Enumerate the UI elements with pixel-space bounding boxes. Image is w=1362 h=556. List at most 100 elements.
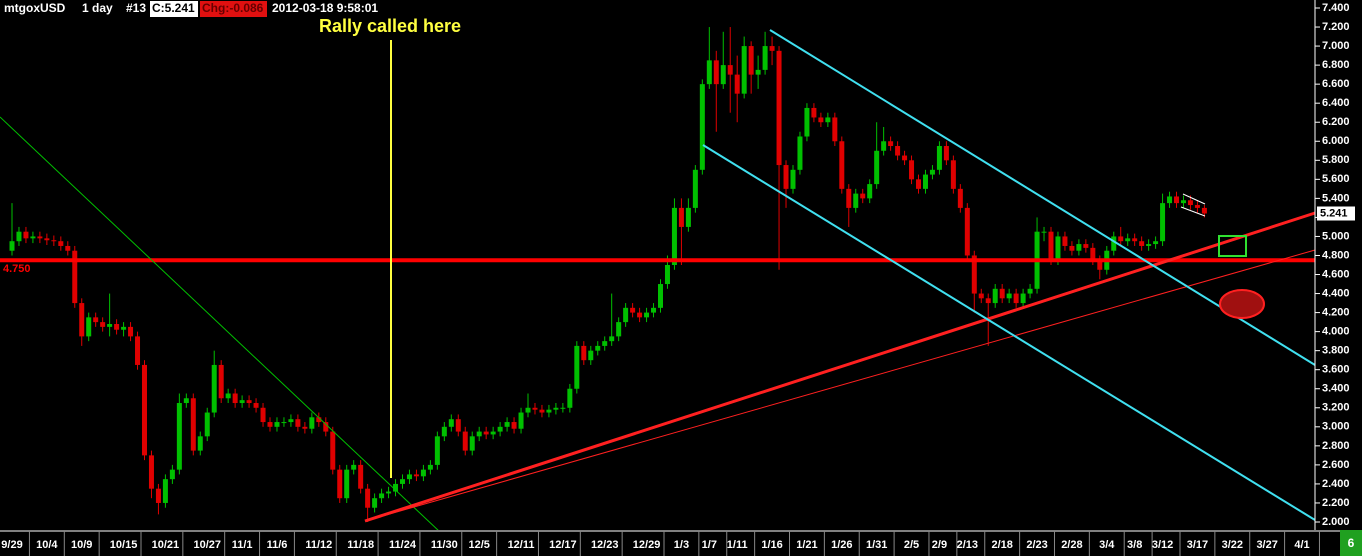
candle-body (553, 407, 559, 410)
y-tick-label: 3.200 (1322, 402, 1350, 414)
candle-body (790, 169, 796, 189)
candle-body (1076, 244, 1082, 251)
x-tick-label: 10/9 (71, 539, 92, 551)
candle-body (720, 65, 726, 85)
badge-box (1340, 530, 1362, 556)
badge: 6 (1348, 536, 1355, 550)
y-tick-label: 5.000 (1322, 230, 1350, 242)
x-tick-label: 1/26 (831, 539, 852, 551)
x-tick-label: 4/1 (1294, 539, 1309, 551)
x-tick-label: 12/5 (468, 539, 489, 551)
candle-body (741, 46, 747, 94)
y-tick-label: 2.400 (1322, 478, 1350, 490)
candle-body (393, 483, 399, 492)
x-tick-label: 1/16 (761, 539, 782, 551)
candle-body (1048, 231, 1054, 261)
y-tick-label: 2.200 (1322, 497, 1350, 509)
candle-body (895, 146, 901, 156)
candle-body (922, 174, 928, 189)
candle-body (1180, 200, 1186, 204)
candle-body (874, 150, 880, 185)
candle-body (1201, 207, 1207, 214)
candle-body (909, 160, 915, 180)
candle-body (992, 288, 998, 304)
candle-body (825, 117, 831, 123)
candle-body (999, 288, 1005, 299)
candle-body (811, 107, 817, 118)
candle-body (692, 169, 698, 208)
candle-body (1013, 293, 1019, 304)
x-tick-label: 9/29 (1, 539, 22, 551)
candle-body (727, 65, 733, 75)
last-price-box (1317, 206, 1355, 221)
x-tick-label: 10/4 (36, 539, 58, 551)
candle-body (574, 345, 580, 389)
candle-body (1006, 293, 1012, 299)
y-tick-label: 3.600 (1322, 364, 1350, 376)
candle-body (490, 431, 496, 435)
x-tick-label: 11/12 (305, 539, 332, 551)
candle-body (455, 419, 461, 432)
candle-body (44, 238, 50, 241)
trendline (364, 211, 1316, 523)
x-tick-label: 1/3 (674, 539, 689, 551)
candle-body (253, 403, 259, 408)
candle-body (902, 155, 908, 161)
candle-body (651, 307, 657, 313)
candle-body (706, 60, 712, 85)
channel-line (702, 144, 1316, 521)
y-tick-label: 6.000 (1322, 135, 1350, 147)
candle-body (1187, 200, 1193, 206)
candle-body (1027, 288, 1033, 294)
x-tick-label: 11/18 (347, 539, 374, 551)
candle-body (337, 469, 343, 499)
candle-body (664, 265, 670, 285)
candle-body (936, 146, 942, 170)
y-tick-label: 2.000 (1322, 516, 1350, 528)
candle-body (818, 117, 824, 123)
candle-body (581, 345, 587, 361)
trendline (0, 116, 441, 533)
x-tick-label: 2/13 (957, 539, 978, 551)
y-tick-label: 5.600 (1322, 173, 1350, 185)
x-tick-label: 1/7 (702, 539, 717, 551)
candle-body (985, 298, 991, 304)
y-axis-panel (1315, 0, 1362, 530)
candle-body (246, 400, 252, 404)
x-tick-label: 3/4 (1099, 539, 1115, 551)
x-tick-label: 1/21 (796, 539, 817, 551)
candle-body (9, 241, 15, 251)
x-tick-label: 3/17 (1187, 539, 1208, 551)
support-label: 4.750 (3, 263, 31, 275)
change-value: Chg:-0.086 (202, 1, 264, 15)
y-tick-label: 6.800 (1322, 59, 1350, 71)
x-tick-label: 11/6 (267, 539, 288, 551)
y-tick-label: 2.800 (1322, 440, 1350, 452)
candle-body (867, 184, 873, 199)
candle-body (783, 165, 789, 189)
candle-body (58, 241, 64, 246)
x-tick-label: 10/27 (193, 539, 221, 551)
candle-body (623, 307, 629, 323)
candle-body (1146, 244, 1152, 246)
y-tick-label: 5.400 (1322, 192, 1350, 204)
timestamp: 2012-03-18 9:58:01 (272, 1, 378, 15)
candle-body (476, 431, 482, 437)
plot-area (9, 27, 1207, 522)
candle-body (225, 393, 231, 399)
drawings: Rally called here 4.750 (0, 16, 1316, 533)
candle-body (832, 117, 838, 142)
candle-body (532, 407, 538, 410)
candle-body (602, 341, 608, 346)
candle-body (295, 419, 301, 427)
y-tick-label: 7.400 (1322, 2, 1350, 14)
candle-body (685, 207, 691, 227)
candle-body (1174, 196, 1180, 204)
x-tick-label: 10/21 (152, 539, 180, 551)
x-tick-label: 11/30 (431, 539, 458, 551)
x-tick-label: 12/11 (508, 539, 535, 551)
y-tick-label: 3.400 (1322, 383, 1350, 395)
x-tick-label: 3/12 (1152, 539, 1173, 551)
x-tick-label: 2/28 (1061, 539, 1082, 551)
